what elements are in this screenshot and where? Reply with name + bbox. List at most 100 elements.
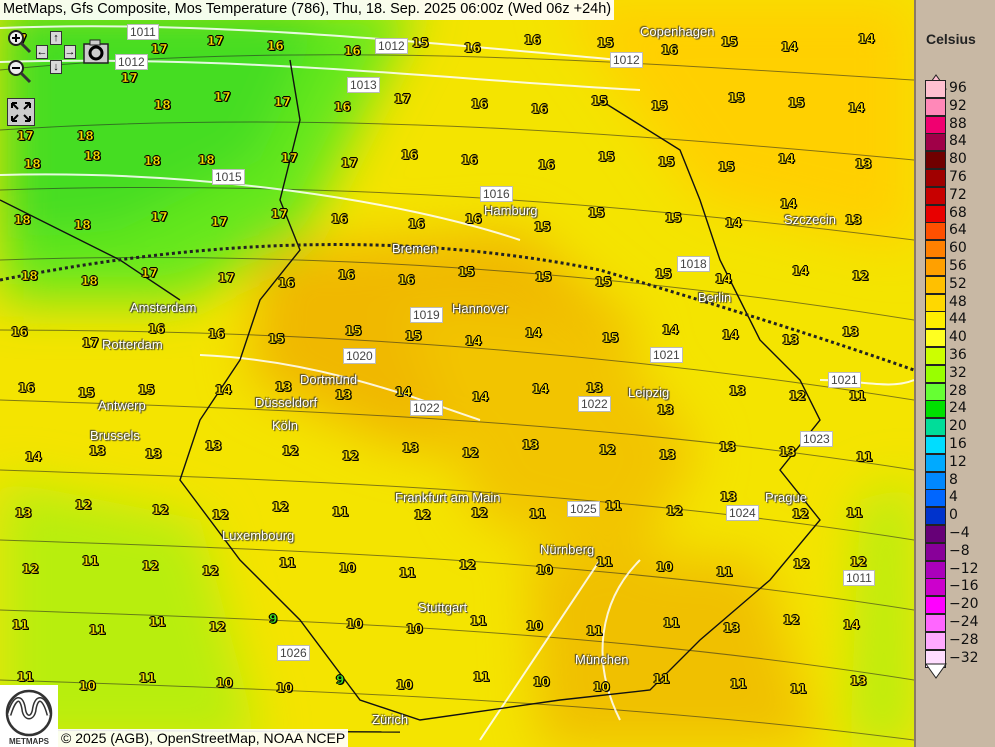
isobar-label: 1024 — [726, 505, 759, 521]
temperature-value: 11 — [399, 566, 416, 580]
temperature-value: 11 — [473, 670, 490, 684]
temperature-value: 12 — [212, 508, 229, 522]
temperature-value: 12 — [75, 498, 92, 512]
svg-text:METMAPS: METMAPS — [9, 737, 50, 746]
zoom-in-button[interactable] — [6, 28, 32, 54]
zoom-out-button[interactable] — [6, 58, 32, 84]
temperature-value: 11 — [846, 506, 863, 520]
legend-swatch — [925, 382, 946, 401]
temperature-value: 17 — [17, 129, 34, 143]
temperature-value: 15 — [658, 155, 675, 169]
temperature-value: 11 — [332, 505, 349, 519]
isobar-label: 1016 — [480, 186, 513, 202]
temperature-value: 15 — [412, 36, 429, 50]
temperature-value: 14 — [781, 40, 798, 54]
legend-label: 56 — [949, 258, 967, 274]
city-label: Nürnberg — [540, 542, 595, 557]
pan-right-button[interactable]: → — [64, 45, 76, 59]
temperature-value: 13 — [719, 440, 736, 454]
legend-swatch — [925, 258, 946, 276]
snapshot-button[interactable] — [83, 38, 109, 64]
legend-label: −32 — [949, 649, 979, 666]
temperature-value: 11 — [716, 565, 733, 579]
isobar-label: 1011 — [127, 24, 159, 40]
temperature-value: 12 — [850, 555, 867, 569]
temperature-value: 13 — [850, 674, 867, 688]
metmaps-logo: METMAPS — [0, 685, 58, 747]
color-legend: Celsius 96 92 88 84 80 76 72 68 64 60 56 52 48 44 40 36… — [914, 0, 995, 747]
temperature-value: 14 — [778, 152, 795, 166]
legend-swatch — [925, 418, 946, 437]
temperature-value: 16 — [538, 158, 555, 172]
temperature-value: 18 — [74, 218, 91, 232]
city-label: Dortmund — [300, 372, 358, 387]
city-label: Hamburg — [484, 203, 538, 218]
legend-swatch — [925, 507, 946, 526]
temperature-value: 11 — [596, 555, 613, 569]
legend-swatch — [925, 240, 946, 259]
temperature-value: 15 — [534, 220, 551, 234]
legend-label: 4 — [949, 489, 958, 506]
temperature-value: 12 — [414, 508, 431, 522]
legend-label: −20 — [949, 596, 979, 613]
pan-down-button[interactable]: ↓ — [50, 60, 62, 74]
temperature-value: 17 — [207, 34, 224, 48]
legend-swatch — [925, 222, 946, 241]
isobar-label: 1019 — [410, 307, 443, 323]
temperature-value: 11 — [139, 671, 156, 685]
temperature-value: 11 — [663, 616, 680, 630]
temperature-value: 18 — [81, 274, 98, 288]
temperature-value: 10 — [656, 560, 673, 574]
temperature-value: 13 — [779, 445, 796, 459]
temperature-value: 12 — [142, 559, 159, 573]
temperature-value: 17 — [394, 92, 411, 106]
temperature-value: 14 — [465, 334, 482, 348]
temperature-value: 11 — [849, 389, 866, 403]
temperature-field — [0, 0, 914, 747]
temperature-value: 10 — [536, 563, 553, 577]
temperature-value: 16 — [524, 33, 541, 47]
legend-swatch — [925, 169, 946, 187]
temperature-value: 13 — [145, 447, 162, 461]
temperature-value: 11 — [279, 556, 296, 570]
temperature-value: 16 — [464, 41, 481, 55]
legend-label: 44 — [949, 311, 967, 328]
temperature-value: 16 — [148, 322, 165, 336]
legend-swatch — [925, 115, 946, 134]
temperature-value: 18 — [198, 153, 215, 167]
temperature-value: 14 — [532, 382, 549, 396]
legend-swatch — [925, 525, 946, 543]
temperature-value: 11 — [529, 507, 546, 521]
fullscreen-button[interactable] — [7, 98, 35, 126]
legend-swatch — [925, 631, 946, 650]
temperature-value: 13 — [402, 441, 419, 455]
temperature-value: 11 — [730, 677, 747, 691]
city-label: Berlin — [698, 290, 732, 305]
map-canvas[interactable]: 17 17 17 17 16 16 15 16 16 15 16 15 14 14 17 18 18 17 17 16… — [0, 0, 914, 747]
temperature-value: 15 — [651, 99, 668, 113]
temperature-value: 13 — [586, 381, 603, 395]
temperature-value: 12 — [152, 503, 169, 517]
temperature-value: 16 — [208, 327, 225, 341]
temperature-value: 14 — [395, 385, 412, 399]
legend-swatch — [925, 293, 946, 312]
temperature-value: 12 — [282, 444, 299, 458]
legend-label: 96 — [949, 80, 967, 96]
pan-left-button[interactable]: ← — [36, 45, 48, 59]
temperature-value: 12 — [202, 564, 219, 578]
temperature-value: 11 — [653, 672, 670, 686]
isobar-label: 1022 — [578, 396, 611, 412]
temperature-value: 17 — [218, 271, 235, 285]
temperature-value: 16 — [11, 325, 28, 339]
city-label: Antwerp — [98, 398, 146, 413]
legend-label: 64 — [949, 222, 967, 239]
temperature-value: 15 — [597, 36, 614, 50]
legend-label: −24 — [949, 614, 979, 630]
city-label: Copenhagen — [640, 24, 715, 39]
legend-label: −4 — [949, 525, 970, 541]
pan-up-button[interactable]: ↑ — [50, 31, 62, 45]
temperature-value: 17 — [211, 215, 228, 229]
legend-swatch — [925, 133, 946, 152]
temperature-value: 12 — [783, 613, 800, 627]
city-label: Brussels — [90, 428, 140, 443]
